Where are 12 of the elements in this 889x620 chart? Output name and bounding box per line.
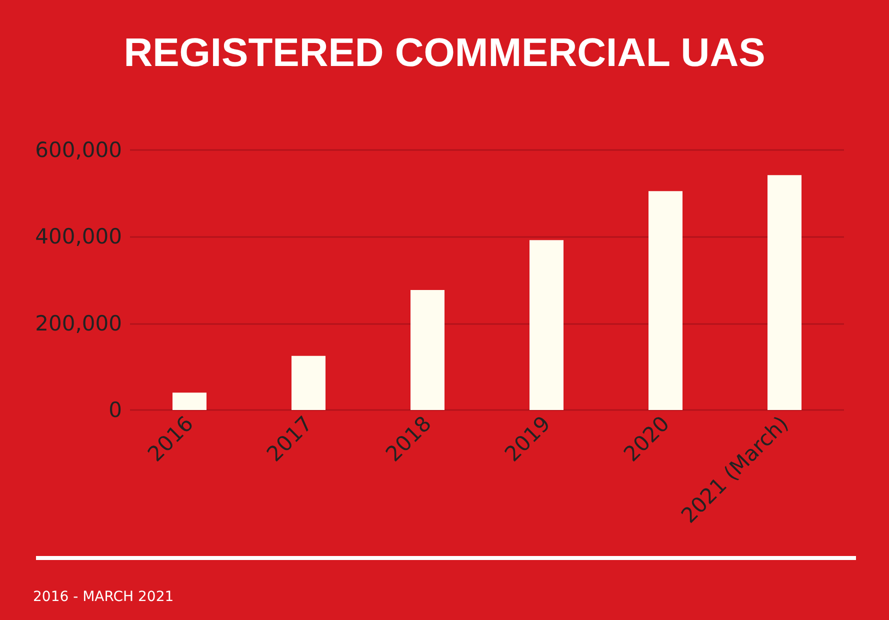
bar — [648, 191, 682, 410]
y-tick-label: 0 — [108, 398, 122, 422]
y-tick-label: 600,000 — [35, 138, 122, 162]
y-tick-label: 200,000 — [35, 311, 122, 336]
text: 2016 - MARCH 2021 — [33, 589, 174, 605]
bar — [292, 356, 326, 410]
y-tick-label: 400,000 — [35, 224, 122, 249]
bar — [172, 392, 206, 410]
chart-title: REGISTERED COMMERCIAL UAS — [124, 31, 766, 75]
bar — [530, 240, 564, 410]
bar — [410, 290, 444, 410]
bar — [768, 175, 802, 410]
